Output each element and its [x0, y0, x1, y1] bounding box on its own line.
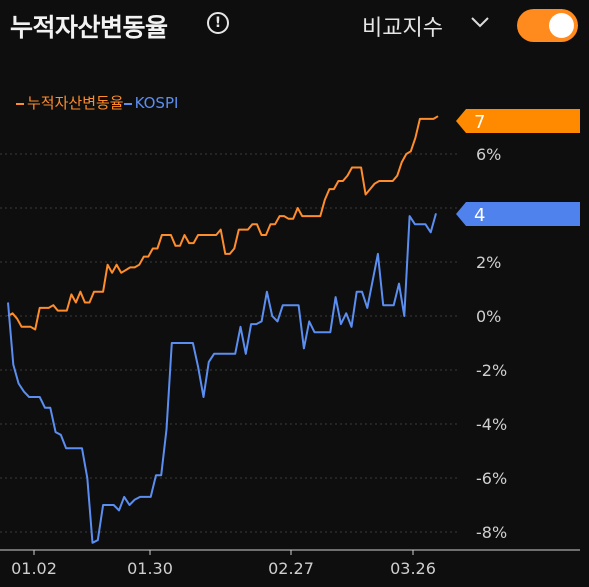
y-tick-label: 2%: [476, 253, 501, 272]
compare-toggle[interactable]: [517, 9, 578, 42]
x-tick-label: 02.27: [268, 559, 314, 578]
page-title: 누적자산변동율: [10, 13, 168, 42]
y-tick-label: -2%: [476, 361, 507, 380]
chart-legend: 누적자산변동율 KOSPI: [16, 92, 178, 113]
series-line-portfolio: [7, 115, 439, 331]
legend-item-portfolio: 누적자산변동율: [16, 94, 124, 112]
end-tag-kospi: [456, 202, 580, 226]
x-tick-label: 01.02: [11, 559, 57, 578]
compare-index-label[interactable]: 비교지수: [362, 16, 443, 41]
x-tick-label: 03.26: [390, 559, 436, 578]
legend-item-kospi: KOSPI: [123, 94, 179, 112]
y-tick-label: 6%: [476, 145, 501, 164]
y-tick-label: 0%: [476, 307, 501, 326]
toggle-knob: [549, 13, 574, 38]
x-tick-label: 01.30: [127, 559, 173, 578]
chevron-down-icon[interactable]: [470, 14, 490, 30]
y-tick-label: -8%: [476, 523, 507, 542]
info-circle-icon[interactable]: !: [207, 12, 229, 34]
end-tag-portfolio: [456, 109, 580, 133]
series-line-kospi: [7, 213, 437, 544]
y-tick-label: -6%: [476, 469, 507, 488]
legend-label-portfolio: 누적자산변동율: [27, 94, 124, 112]
end-label-kospi: 4: [474, 205, 485, 226]
end-label-portfolio: 7: [474, 112, 485, 133]
legend-label-kospi: KOSPI: [134, 94, 179, 112]
y-tick-label: -4%: [476, 415, 507, 434]
